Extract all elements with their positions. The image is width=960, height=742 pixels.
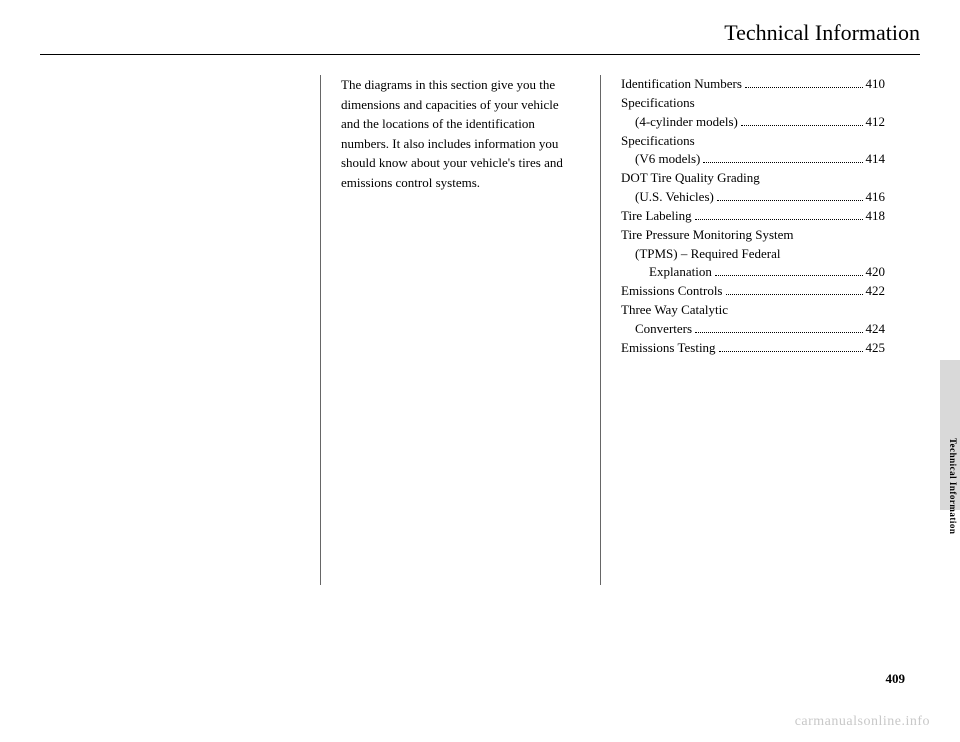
- toc-entry: Converters 424: [621, 320, 885, 339]
- toc-label: Converters: [621, 320, 692, 339]
- toc-label: (V6 models): [621, 150, 700, 169]
- toc-column: Identification Numbers410Specifications(…: [600, 75, 905, 585]
- toc-leader: [719, 351, 863, 352]
- toc-entry: (TPMS) – Required Federal: [621, 245, 885, 264]
- toc-entry: Three Way Catalytic: [621, 301, 885, 320]
- toc-entry: Specifications: [621, 94, 885, 113]
- toc-label: DOT Tire Quality Grading: [621, 169, 760, 188]
- toc-label: Emissions Testing: [621, 339, 716, 358]
- toc-entry: Identification Numbers 410: [621, 75, 885, 94]
- toc-leader: [745, 87, 863, 88]
- toc-entry: Emissions Controls 422: [621, 282, 885, 301]
- page-number: 409: [886, 671, 906, 687]
- toc-entry: Emissions Testing 425: [621, 339, 885, 358]
- intro-text: The diagrams in this section give you th…: [341, 75, 580, 192]
- toc-entry: DOT Tire Quality Grading: [621, 169, 885, 188]
- toc-page: 425: [866, 339, 886, 358]
- toc-page: 422: [866, 282, 886, 301]
- toc-label: Specifications: [621, 132, 695, 151]
- toc-label: Tire Pressure Monitoring System: [621, 226, 794, 245]
- toc-label: (U.S. Vehicles): [621, 188, 714, 207]
- toc-leader: [726, 294, 863, 295]
- toc-label: Tire Labeling: [621, 207, 692, 226]
- toc-leader: [715, 275, 863, 276]
- toc-leader: [703, 162, 862, 163]
- toc-leader: [695, 332, 862, 333]
- toc-page: 416: [866, 188, 886, 207]
- toc-entry: Specifications: [621, 132, 885, 151]
- toc-page: 420: [866, 263, 886, 282]
- toc-page: 412: [866, 113, 886, 132]
- toc-page: 418: [866, 207, 886, 226]
- toc-label: Three Way Catalytic: [621, 301, 728, 320]
- watermark: carmanualsonline.info: [795, 714, 930, 730]
- toc-entry: Tire Pressure Monitoring System: [621, 226, 885, 245]
- toc-entry: (U.S. Vehicles) 416: [621, 188, 885, 207]
- toc-label: Specifications: [621, 94, 695, 113]
- toc-label: (4-cylinder models): [621, 113, 738, 132]
- toc-leader: [717, 200, 863, 201]
- intro-column: The diagrams in this section give you th…: [320, 75, 600, 585]
- toc-page: 414: [866, 150, 886, 169]
- page-title: Technical Information: [40, 20, 920, 55]
- toc-label: Explanation: [621, 263, 712, 282]
- toc-entry: (4-cylinder models) 412: [621, 113, 885, 132]
- toc-entry: Tire Labeling 418: [621, 207, 885, 226]
- toc-entry: Explanation 420: [621, 263, 885, 282]
- toc-label: (TPMS) – Required Federal: [621, 245, 781, 264]
- toc-label: Identification Numbers: [621, 75, 742, 94]
- toc-label: Emissions Controls: [621, 282, 723, 301]
- toc-page: 424: [866, 320, 886, 339]
- toc-entry: (V6 models) 414: [621, 150, 885, 169]
- toc-leader: [695, 219, 863, 220]
- side-tab-label: Technical Information: [948, 438, 958, 534]
- toc-leader: [741, 125, 863, 126]
- toc-page: 410: [866, 75, 886, 94]
